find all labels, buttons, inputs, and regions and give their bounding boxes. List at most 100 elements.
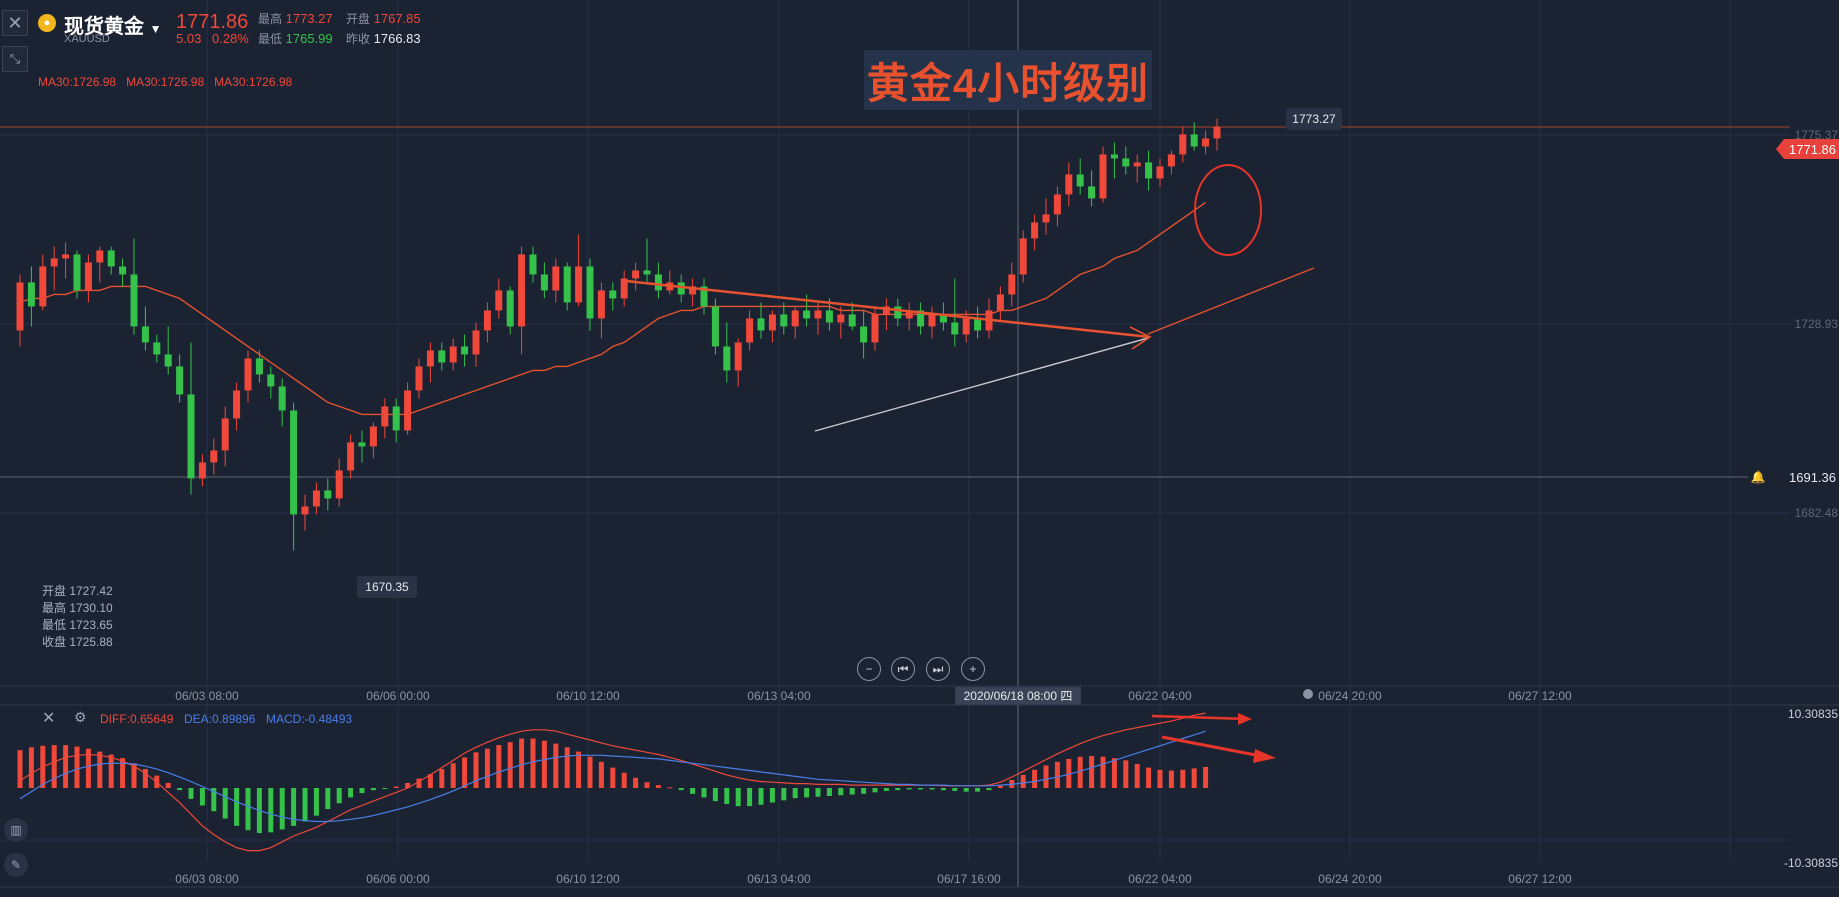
macd-y-tick: -10.30835: [1784, 856, 1838, 870]
candlestick-icon[interactable]: ▥: [4, 818, 28, 842]
ohlc-low: 最低 1723.65: [42, 618, 113, 632]
candle-body: [734, 342, 742, 371]
candle-body: [404, 390, 412, 431]
candle-body: [1088, 186, 1096, 199]
macd-bar: [120, 758, 126, 788]
highlight-circle: [1194, 164, 1262, 256]
x-tick-label: 06/06 00:00: [366, 872, 430, 886]
macd-bar: [1043, 765, 1049, 788]
instrument-name[interactable]: 现货黄金 ▼: [64, 16, 162, 38]
candle-body: [73, 254, 81, 291]
candle-body: [905, 310, 913, 319]
candle-body: [620, 278, 628, 299]
macd-bar: [222, 788, 228, 819]
macd-bar: [644, 782, 650, 788]
candle-body: [153, 342, 161, 355]
candle-body: [1008, 274, 1016, 295]
macd-bar: [838, 788, 844, 796]
candle-body: [597, 290, 605, 319]
candle-body: [1202, 138, 1210, 147]
candle-body: [540, 274, 548, 291]
crosshair-date-tag: [955, 687, 1081, 705]
close-icon: ✕: [7, 12, 23, 33]
candle-body: [1122, 158, 1130, 167]
chart-title: 黄金4小时级别: [864, 50, 1152, 110]
x-tick-label: 06/27 12:00: [1508, 872, 1572, 886]
macd-bar: [325, 788, 331, 810]
ohlc-high: 最高 1730.10: [42, 601, 113, 615]
dropdown-caret-icon[interactable]: ▼: [149, 22, 162, 36]
macd-bar: [826, 788, 832, 797]
candle-body: [803, 310, 811, 319]
candle-body: [848, 314, 856, 327]
macd-bar: [667, 787, 673, 789]
low-stat: 最低 1765.99: [258, 31, 333, 46]
divergence-arrowhead: [1238, 713, 1252, 725]
candle-body: [837, 314, 845, 323]
macd-bar: [427, 774, 433, 788]
candle-body: [575, 266, 583, 303]
crosshair-date-label: 2020/06/18 08:00 四: [964, 689, 1073, 703]
candle-body: [677, 282, 685, 295]
pencil-icon[interactable]: ✎: [4, 853, 28, 877]
candle-body: [301, 506, 309, 515]
x-tick-label: 06/13 04:00: [747, 872, 811, 886]
candle-body: [312, 490, 320, 507]
ma-legend: MA30:1726.98 MA30:1726.98 MA30:1726.98: [38, 75, 292, 89]
y-tick-label: 1775.37: [1795, 128, 1839, 142]
candle-body: [552, 266, 560, 291]
macd-bar: [804, 788, 810, 798]
candle-body: [233, 390, 241, 419]
settings-icon[interactable]: ⚙: [74, 709, 87, 725]
price-change: 5.03: [176, 31, 202, 46]
diff-label: DIFF:0.65649: [100, 712, 174, 726]
dea-line: [19, 730, 1206, 823]
macd-bar: [701, 788, 707, 798]
draw-tool-button[interactable]: ⤡: [2, 46, 28, 72]
macd-bar: [165, 782, 171, 788]
ma-label: MA30:1726.98: [126, 75, 205, 89]
support-trendline: [814, 337, 1149, 432]
macd-bar: [815, 788, 821, 797]
macd-bar: [1100, 756, 1106, 788]
candle-body: [449, 346, 457, 363]
ohlc-close: 收盘 1725.88: [42, 635, 113, 649]
ma30-line: [19, 201, 1207, 416]
price-change-pct: 0.28%: [212, 31, 249, 46]
macd-bar: [1146, 767, 1152, 788]
macd-bar: [85, 748, 91, 788]
x-tick-label: 06/24 20:00: [1318, 872, 1382, 886]
macd-bar: [359, 788, 365, 794]
macd-close-icon[interactable]: ✕: [42, 710, 56, 727]
candle-body: [472, 330, 480, 355]
macd-bar: [1203, 766, 1209, 788]
macd-bar: [758, 788, 764, 805]
step-forward-icon: ⏭: [932, 661, 944, 676]
step-back-button[interactable]: ⏮: [891, 657, 915, 681]
candle-body: [1065, 174, 1073, 195]
step-forward-button[interactable]: ⏭: [926, 657, 950, 681]
macd-bar: [1020, 774, 1026, 788]
macd-label: MACD:-0.48493: [266, 712, 353, 726]
macd-bar: [416, 778, 422, 788]
macd-bar: [177, 788, 183, 791]
zoom-in-button[interactable]: +: [961, 657, 985, 681]
macd-bar: [975, 788, 981, 792]
dea-label: DEA:0.89896: [184, 712, 256, 726]
candle-body: [335, 470, 343, 499]
macd-bar: [906, 788, 912, 790]
candle-body: [39, 266, 47, 307]
macd-bar: [199, 788, 205, 806]
macd-bar: [313, 788, 319, 816]
macd-bar: [940, 788, 946, 791]
candle-body: [871, 314, 879, 343]
min-price-tag: [357, 576, 417, 598]
macd-bar: [484, 748, 490, 788]
candle-body: [392, 406, 400, 431]
zoom-out-button[interactable]: −: [857, 657, 881, 681]
candle-body: [1213, 126, 1221, 139]
close-button[interactable]: ✕: [2, 10, 28, 36]
x-tick-label: 06/17 16:00: [937, 872, 1001, 886]
candle-body: [461, 346, 469, 355]
